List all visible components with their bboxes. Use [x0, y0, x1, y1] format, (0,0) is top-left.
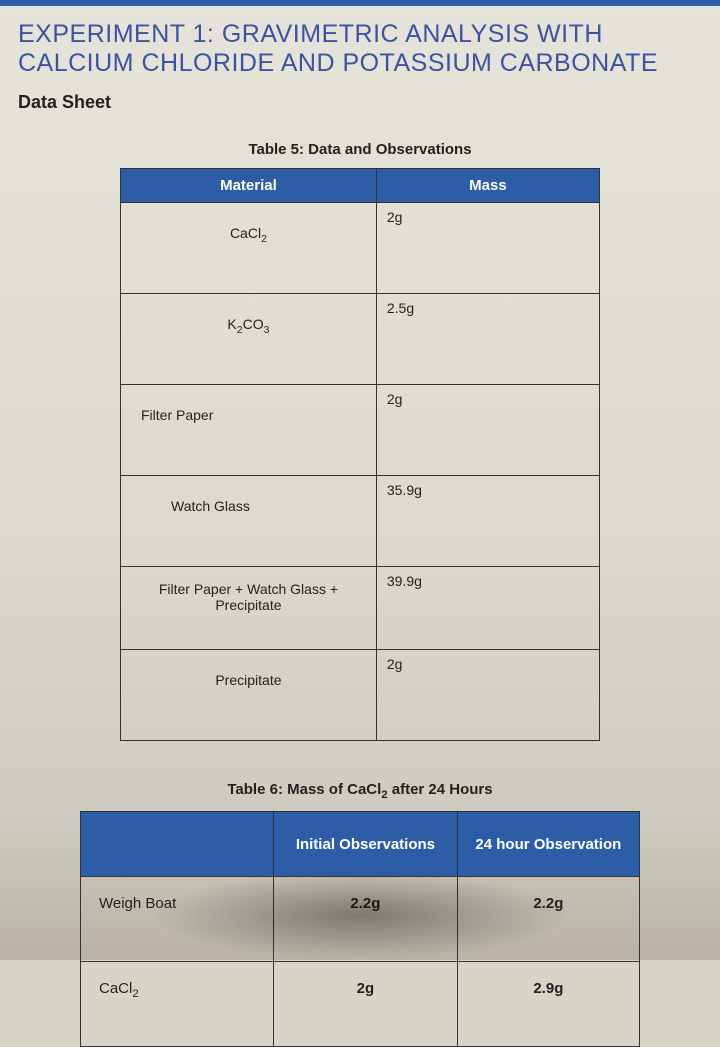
initial-cell: 2.2g: [274, 877, 458, 962]
material-cell: Precipitate: [121, 650, 377, 741]
mass-cell: 2.5g: [376, 294, 599, 385]
table5-caption: Table 5: Data and Observations: [18, 141, 702, 158]
after-cell: 2.2g: [457, 877, 639, 962]
mass-cell: 39.9g: [376, 567, 599, 650]
table-row: CaCl2 2g: [121, 203, 600, 294]
table-row: Filter Paper 2g: [121, 385, 600, 476]
table6-col-blank: [81, 812, 274, 877]
material-cell: Filter Paper: [121, 385, 377, 476]
initial-cell: 2g: [274, 962, 458, 1047]
table6-header-row: Initial Observations 24 hour Observation: [81, 812, 640, 877]
after-cell: 2.9g: [457, 962, 639, 1047]
table5-col-mass: Mass: [376, 169, 599, 203]
table5-header-row: Material Mass: [121, 169, 600, 203]
row-label: CaCl2: [81, 962, 274, 1047]
mass-cell: 2g: [376, 385, 599, 476]
mass-cell: 35.9g: [376, 476, 599, 567]
top-accent-bar: [0, 0, 720, 6]
table-row: Precipitate 2g: [121, 650, 600, 741]
table5: Material Mass CaCl2 2g K2CO3 2.5g Filter…: [120, 168, 600, 741]
material-cell: Watch Glass: [121, 476, 377, 567]
worksheet-page: EXPERIMENT 1: GRAVIMETRIC ANALYSIS WITH …: [0, 0, 720, 960]
table-row: Weigh Boat 2.2g 2.2g: [81, 877, 640, 962]
table6-col-initial: Initial Observations: [274, 812, 458, 877]
table-row: Filter Paper + Watch Glass + Precipitate…: [121, 567, 600, 650]
table5-col-material: Material: [121, 169, 377, 203]
material-cell: CaCl2: [121, 203, 377, 294]
table6: Initial Observations 24 hour Observation…: [80, 811, 640, 1047]
table-row: Watch Glass 35.9g: [121, 476, 600, 567]
mass-cell: 2g: [376, 203, 599, 294]
mass-cell: 2g: [376, 650, 599, 741]
table6-col-after: 24 hour Observation: [457, 812, 639, 877]
page-subtitle: Data Sheet: [18, 92, 702, 113]
table-row: CaCl2 2g 2.9g: [81, 962, 640, 1047]
table6-caption: Table 6: Mass of CaCl2 after 24 Hours: [18, 781, 702, 801]
material-cell: K2CO3: [121, 294, 377, 385]
page-title: EXPERIMENT 1: GRAVIMETRIC ANALYSIS WITH …: [18, 20, 702, 78]
material-cell: Filter Paper + Watch Glass + Precipitate: [121, 567, 377, 650]
table-row: K2CO3 2.5g: [121, 294, 600, 385]
row-label: Weigh Boat: [81, 877, 274, 962]
